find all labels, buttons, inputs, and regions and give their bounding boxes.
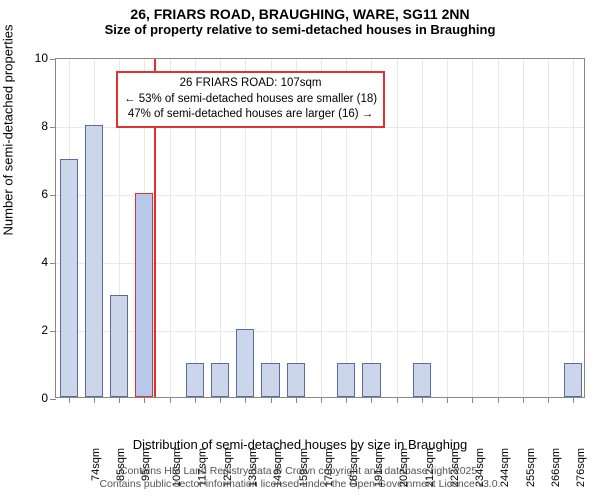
xtick-mark xyxy=(170,397,171,403)
bar xyxy=(287,363,305,397)
annotation-title: 26 FRIARS ROAD: 107sqm xyxy=(124,76,377,92)
xtick-mark xyxy=(69,397,70,403)
bar xyxy=(362,363,380,397)
xtick-mark xyxy=(220,397,221,403)
bar xyxy=(110,295,128,397)
bar-highlighted xyxy=(135,193,153,397)
xtick-mark xyxy=(119,397,120,403)
title-line-2: Size of property relative to semi-detach… xyxy=(0,22,600,37)
ytick-label: 2 xyxy=(18,323,48,337)
ytick-mark xyxy=(50,263,56,264)
bar xyxy=(186,363,204,397)
property-size-chart: 26, FRIARS ROAD, BRAUGHING, WARE, SG11 2… xyxy=(0,0,600,500)
ytick-mark xyxy=(50,59,56,60)
xtick-mark xyxy=(523,397,524,403)
ytick-label: 4 xyxy=(18,255,48,269)
gridline-v xyxy=(498,59,499,397)
footer-attribution: Contains HM Land Registry data © Crown c… xyxy=(0,465,600,492)
gridline-v xyxy=(422,59,423,397)
xtick-mark xyxy=(144,397,145,403)
xtick-mark xyxy=(447,397,448,403)
bar xyxy=(413,363,431,397)
annotation-line-2: 47% of semi-detached houses are larger (… xyxy=(124,107,377,123)
bar xyxy=(85,125,103,397)
footer-line-1: Contains HM Land Registry data © Crown c… xyxy=(0,465,600,479)
xtick-mark xyxy=(548,397,549,403)
gridline-v xyxy=(397,59,398,397)
ytick-label: 6 xyxy=(18,187,48,201)
ytick-mark xyxy=(50,127,56,128)
xtick-mark xyxy=(472,397,473,403)
bar xyxy=(337,363,355,397)
xtick-mark xyxy=(573,397,574,403)
ytick-label: 8 xyxy=(18,119,48,133)
xtick-mark xyxy=(271,397,272,403)
bar xyxy=(236,329,254,397)
xtick-mark xyxy=(195,397,196,403)
title-line-1: 26, FRIARS ROAD, BRAUGHING, WARE, SG11 2… xyxy=(0,6,600,22)
annotation-box: 26 FRIARS ROAD: 107sqm← 53% of semi-deta… xyxy=(116,71,385,128)
bar xyxy=(261,363,279,397)
ytick-mark xyxy=(50,399,56,400)
plot-area: 26 FRIARS ROAD: 107sqm← 53% of semi-deta… xyxy=(55,58,585,398)
ytick-mark xyxy=(50,195,56,196)
xtick-mark xyxy=(245,397,246,403)
xtick-mark xyxy=(94,397,95,403)
ytick-label: 10 xyxy=(18,51,48,65)
annotation-line-1: ← 53% of semi-detached houses are smalle… xyxy=(124,92,377,108)
bar xyxy=(564,363,582,397)
gridline-v xyxy=(447,59,448,397)
bar xyxy=(60,159,78,397)
xtick-mark xyxy=(346,397,347,403)
ytick-label: 0 xyxy=(18,391,48,405)
y-axis-label: Number of semi-detached properties xyxy=(1,25,16,236)
xtick-mark xyxy=(296,397,297,403)
gridline-v xyxy=(472,59,473,397)
footer-line-2: Contains public sector information licen… xyxy=(0,478,600,492)
xtick-mark xyxy=(422,397,423,403)
xtick-mark xyxy=(498,397,499,403)
xtick-mark xyxy=(371,397,372,403)
x-axis-label: Distribution of semi-detached houses by … xyxy=(0,437,600,452)
xtick-mark xyxy=(397,397,398,403)
bar xyxy=(211,363,229,397)
gridline-v xyxy=(573,59,574,397)
xtick-mark xyxy=(321,397,322,403)
chart-title: 26, FRIARS ROAD, BRAUGHING, WARE, SG11 2… xyxy=(0,6,600,37)
gridline-v xyxy=(523,59,524,397)
gridline-v xyxy=(548,59,549,397)
ytick-mark xyxy=(50,331,56,332)
